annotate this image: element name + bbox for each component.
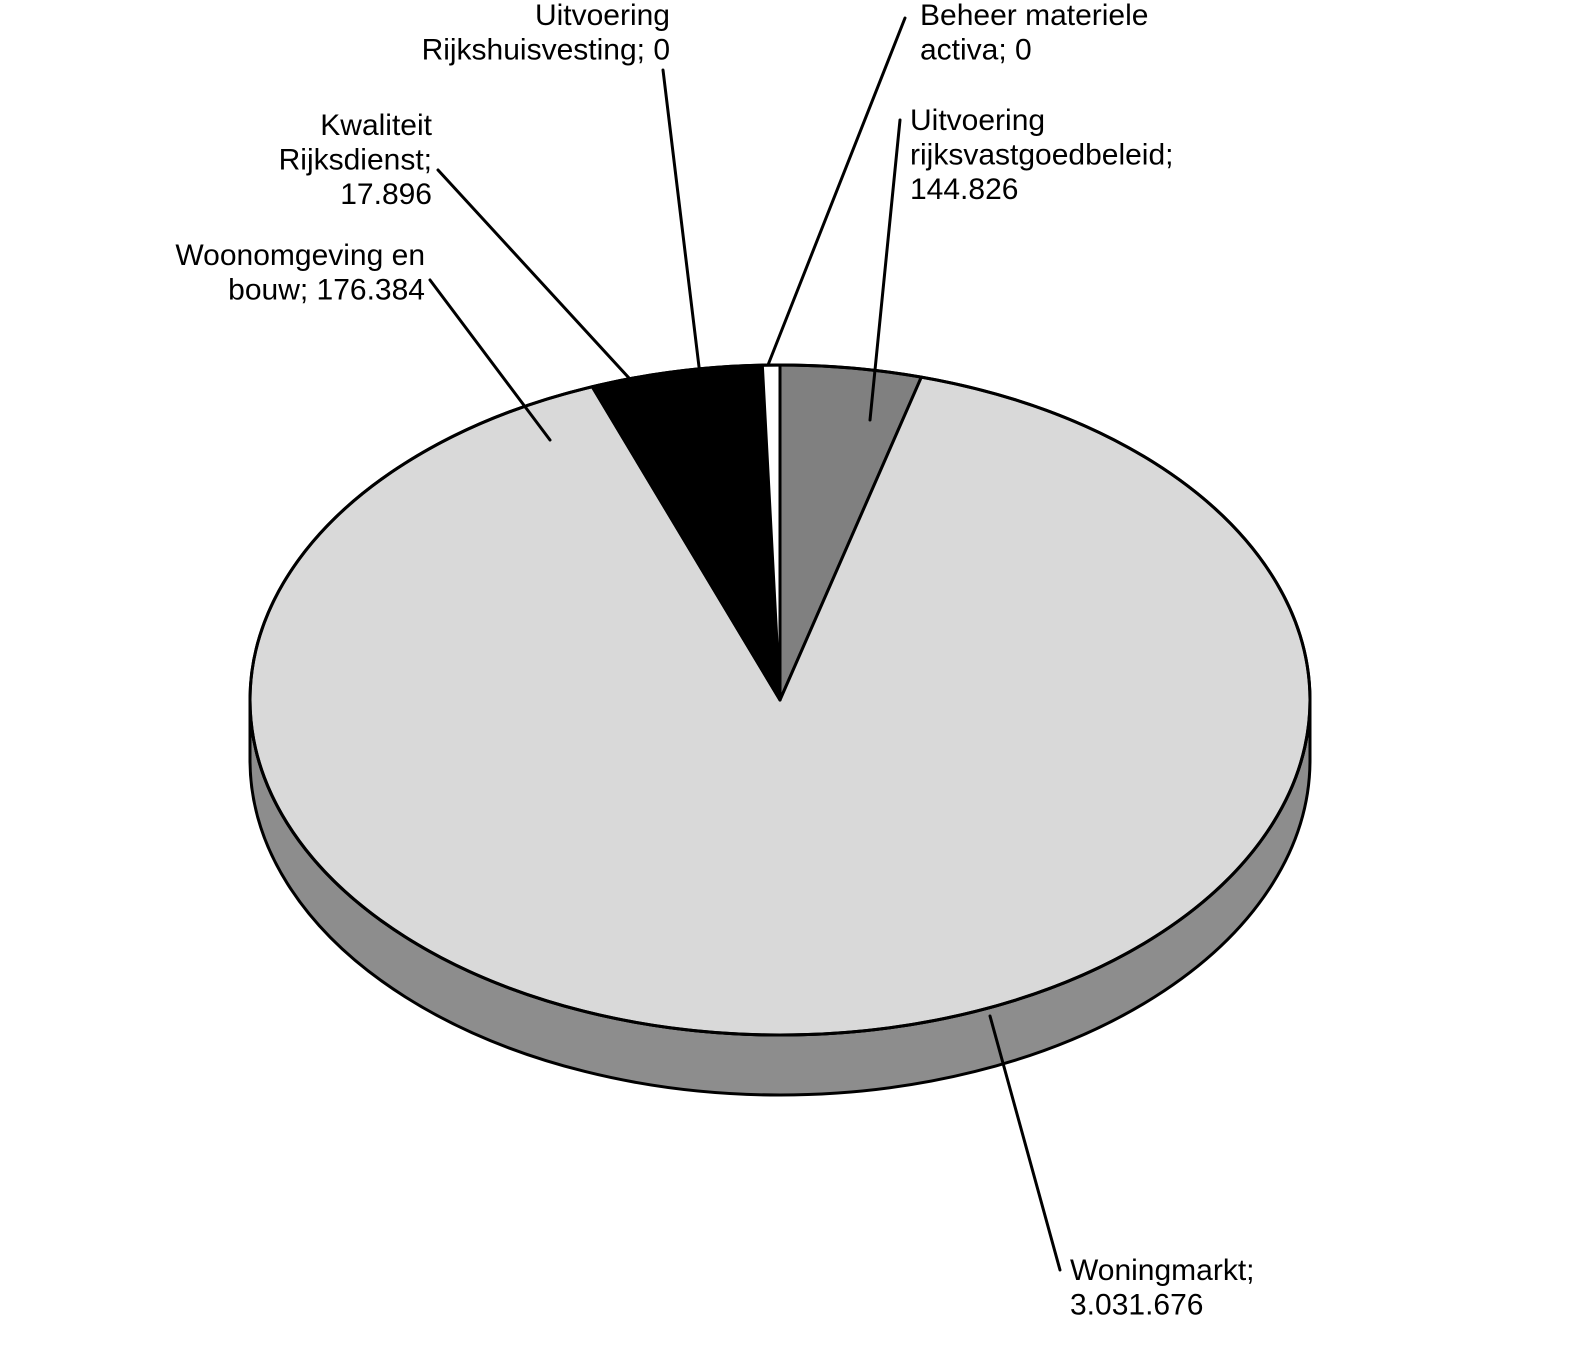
- label-woonomgeving_en_bouw: Woonomgeving enbouw; 176.384: [175, 239, 425, 307]
- label-beheer_materiele_activa: Beheer materieleactiva; 0: [920, 0, 1148, 67]
- label-uitvoering_rijksvastgoedbeleid: Uitvoeringrijksvastgoedbeleid;144.826: [910, 104, 1173, 206]
- label-woningmarkt: Woningmarkt;3.031.676: [1070, 1254, 1255, 1322]
- leader-beheer_materiele_activa: [768, 18, 905, 365]
- leader-kwaliteit_rijksdienst: [438, 170, 640, 390]
- label-uitvoering_rijkshuisvesting: UitvoeringRijkshuisvesting; 0: [422, 0, 670, 67]
- pie-slices: [250, 365, 1310, 1035]
- label-kwaliteit_rijksdienst: KwaliteitRijksdienst;17.896: [279, 109, 433, 211]
- pie-3d-chart: Uitvoeringrijksvastgoedbeleid;144.826 Won…: [0, 0, 1593, 1368]
- leader-woonomgeving_en_bouw: [430, 280, 550, 440]
- leader-uitvoering_rijkshuisvesting: [663, 70, 700, 375]
